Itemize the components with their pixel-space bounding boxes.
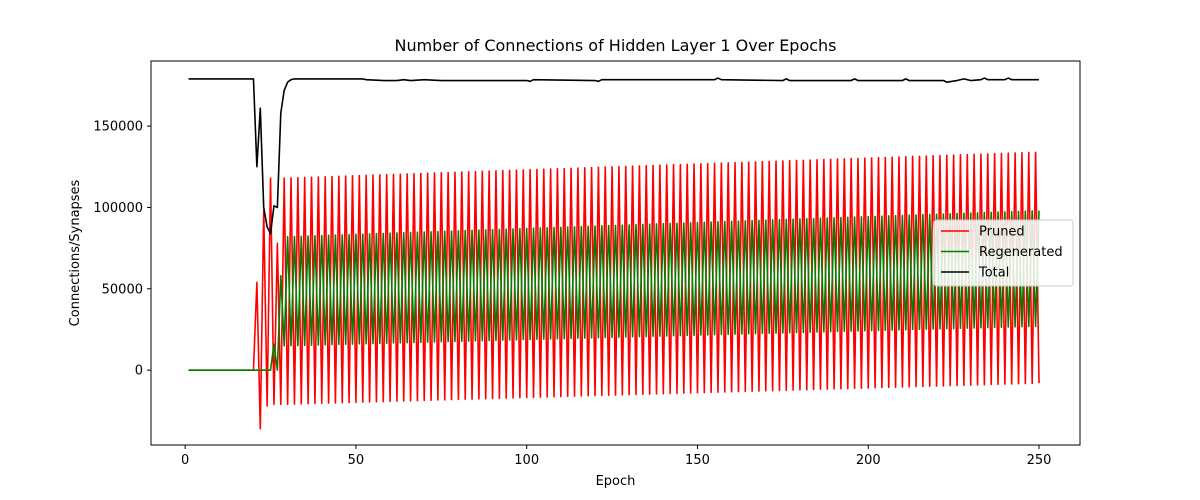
x-tick-label: 150 [685, 453, 710, 468]
y-tick-label: 0 [135, 364, 143, 379]
legend-box [933, 219, 1074, 287]
x-axis: 0 50 100 150 200 250 [181, 445, 1051, 468]
plot-frame [150, 60, 1081, 446]
series-line-regenerated [188, 210, 1040, 371]
series-line-total [188, 77, 1040, 235]
y-tick-label: 100000 [93, 201, 143, 216]
x-tick-label: 0 [181, 453, 189, 468]
y-tick-label: 50000 [102, 282, 143, 297]
legend-label-total: Total [978, 266, 1009, 281]
legend: Pruned Regenerated Total [933, 219, 1074, 287]
legend-label-pruned: Pruned [979, 225, 1025, 240]
series-layer [188, 77, 1040, 430]
chart-title: Number of Connections of Hidden Layer 1 … [394, 36, 836, 55]
y-axis-title: Connections/Synapses [68, 179, 83, 326]
plot-area [150, 60, 1081, 446]
x-tick-label: 200 [856, 453, 881, 468]
legend-label-regenerated: Regenerated [979, 245, 1063, 260]
x-tick-label: 100 [514, 453, 539, 468]
x-axis-title: Epoch [596, 474, 636, 489]
x-tick-label: 250 [1027, 453, 1052, 468]
y-axis: 0 50000 100000 150000 [93, 120, 151, 379]
x-tick-label: 50 [348, 453, 365, 468]
y-tick-label: 150000 [93, 120, 143, 135]
